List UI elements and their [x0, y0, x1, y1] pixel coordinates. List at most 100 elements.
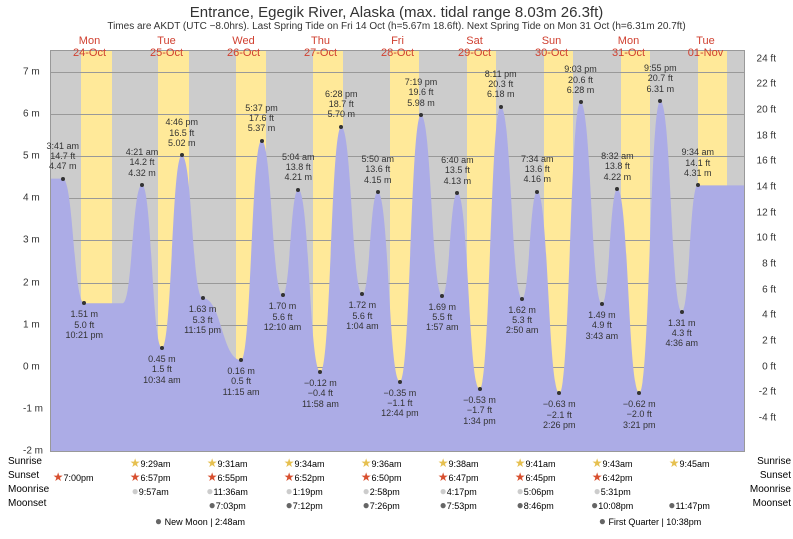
y-tick-ft: 16 ft	[757, 156, 776, 167]
tide-label: 0.45 m1.5 ft10:34 am	[143, 354, 181, 385]
y-tick-m: 1 m	[23, 319, 40, 330]
plot-area: Mon24-OctTue25-OctWed26-OctThu27-OctFri2…	[50, 50, 745, 452]
tide-point	[180, 153, 184, 157]
tide-chart: Entrance, Egegik River, Alaska (max. tid…	[0, 0, 793, 539]
tide-point	[61, 177, 65, 181]
moonrise-time: ●2:58pm	[362, 484, 399, 498]
tide-point	[339, 125, 343, 129]
tide-point	[281, 293, 285, 297]
tide-point	[82, 301, 86, 305]
tide-label: 3:41 am14.7 ft4.47 m	[47, 141, 80, 172]
y-tick-m: 6 m	[23, 109, 40, 120]
tide-label: 9:55 pm20.7 ft6.31 m	[644, 63, 677, 94]
tide-point	[201, 296, 205, 300]
row-label: Sunset	[760, 470, 791, 481]
tide-point	[360, 292, 364, 296]
moonset-time: ●10:08pm	[591, 498, 633, 512]
y-tick-m: -1 m	[23, 403, 43, 414]
y-tick-m: 0 m	[23, 361, 40, 372]
sunrise-time: ★9:29am	[130, 456, 171, 470]
chart-title: Entrance, Egegik River, Alaska (max. tid…	[0, 0, 793, 21]
moon-phase: ● First Quarter | 10:38pm	[599, 514, 702, 528]
tide-point	[318, 370, 322, 374]
tide-point	[680, 310, 684, 314]
sunset-time: ★6:55pm	[207, 470, 248, 484]
tide-label: 5:50 am13.6 ft4.15 m	[361, 154, 394, 185]
tide-point	[579, 100, 583, 104]
sunset-time: ★6:42pm	[592, 470, 633, 484]
tide-point	[140, 183, 144, 187]
y-tick-m: 5 m	[23, 151, 40, 162]
tide-label: −0.63 m−2.1 ft2:26 pm	[543, 399, 576, 430]
y-tick-ft: -4 ft	[759, 413, 776, 424]
moonset-time: ●8:46pm	[516, 498, 553, 512]
tide-label: 1.63 m5.3 ft11:15 pm	[184, 304, 221, 335]
moonrise-time: ●5:31pm	[593, 484, 630, 498]
y-tick-m: 3 m	[23, 235, 40, 246]
row-label: Sunset	[8, 470, 39, 481]
tide-point	[520, 297, 524, 301]
tide-label: 5:04 am13.8 ft4.21 m	[282, 152, 315, 183]
tide-point	[160, 346, 164, 350]
sunset-time: ★7:00pm	[53, 470, 94, 484]
tide-label: 1.49 m4.9 ft3:43 am	[586, 310, 619, 341]
sunset-time: ★6:57pm	[130, 470, 171, 484]
moonset-time: ●11:47pm	[668, 498, 710, 512]
tide-label: −0.12 m−0.4 ft11:58 am	[302, 378, 339, 409]
tide-label: 7:34 am13.6 ft4.16 m	[521, 154, 554, 185]
sunrise-time: ★9:31am	[207, 456, 248, 470]
y-tick-m: 7 m	[23, 67, 40, 78]
tide-label: 5:37 pm17.6 ft5.37 m	[245, 103, 278, 134]
tide-label: 8:32 am13.8 ft4.22 m	[601, 151, 634, 182]
moonset-time: ●7:53pm	[439, 498, 476, 512]
tide-label: −0.53 m−1.7 ft1:34 pm	[463, 395, 496, 426]
tide-label: 1.31 m4.3 ft4:36 am	[665, 318, 698, 349]
y-tick-m: 4 m	[23, 193, 40, 204]
y-tick-ft: 6 ft	[762, 284, 776, 295]
sunrise-time: ★9:38am	[438, 456, 479, 470]
moonset-time: ●7:03pm	[208, 498, 245, 512]
sunrise-time: ★9:43am	[592, 456, 633, 470]
tide-label: 1.70 m5.6 ft12:10 am	[264, 301, 302, 332]
y-tick-ft: 2 ft	[762, 336, 776, 347]
row-label: Moonrise	[8, 484, 49, 495]
row-label: Sunrise	[757, 456, 791, 467]
chart-subtitle: Times are AKDT (UTC −8.0hrs). Last Sprin…	[0, 21, 793, 34]
tide-label: 1.62 m5.3 ft2:50 am	[506, 305, 539, 336]
sunrise-time: ★9:36am	[361, 456, 402, 470]
tide-point	[557, 391, 561, 395]
tide-label: 1.51 m5.0 ft10:21 pm	[65, 309, 103, 340]
tide-label: 1.72 m5.6 ft1:04 am	[346, 300, 379, 331]
y-tick-m: 2 m	[23, 277, 40, 288]
y-tick-ft: 14 ft	[757, 182, 776, 193]
moonset-time: ●7:12pm	[285, 498, 322, 512]
sunset-time: ★6:45pm	[515, 470, 556, 484]
tide-point	[658, 99, 662, 103]
row-label: Moonrise	[750, 484, 791, 495]
tide-point	[535, 190, 539, 194]
tide-point	[478, 387, 482, 391]
tide-label: 1.69 m5.5 ft1:57 am	[426, 302, 459, 333]
y-tick-m: -2 m	[23, 446, 43, 457]
tide-point	[600, 302, 604, 306]
tide-label: 9:34 am14.1 ft4.31 m	[681, 147, 714, 178]
tide-point	[615, 187, 619, 191]
tide-label: 8:11 pm20.3 ft6.18 m	[485, 69, 517, 100]
tide-label: −0.62 m−2.0 ft3:21 pm	[623, 399, 656, 430]
tide-point	[398, 380, 402, 384]
y-tick-ft: 0 ft	[762, 361, 776, 372]
y-tick-ft: 20 ft	[757, 105, 776, 116]
y-tick-ft: 12 ft	[757, 207, 776, 218]
tide-label: 4:46 pm16.5 ft5.02 m	[166, 117, 199, 148]
tide-point	[637, 391, 641, 395]
sunset-time: ★6:50pm	[361, 470, 402, 484]
row-label: Sunrise	[8, 456, 42, 467]
y-tick-ft: 10 ft	[757, 233, 776, 244]
sunrise-time: ★9:34am	[284, 456, 325, 470]
y-tick-ft: 8 ft	[762, 259, 776, 270]
tide-point	[419, 113, 423, 117]
y-tick-ft: 24 ft	[757, 53, 776, 64]
tide-label: 9:03 pm20.6 ft6.28 m	[564, 64, 597, 95]
moonrise-time: ●4:17pm	[439, 484, 476, 498]
sunset-time: ★6:47pm	[438, 470, 479, 484]
